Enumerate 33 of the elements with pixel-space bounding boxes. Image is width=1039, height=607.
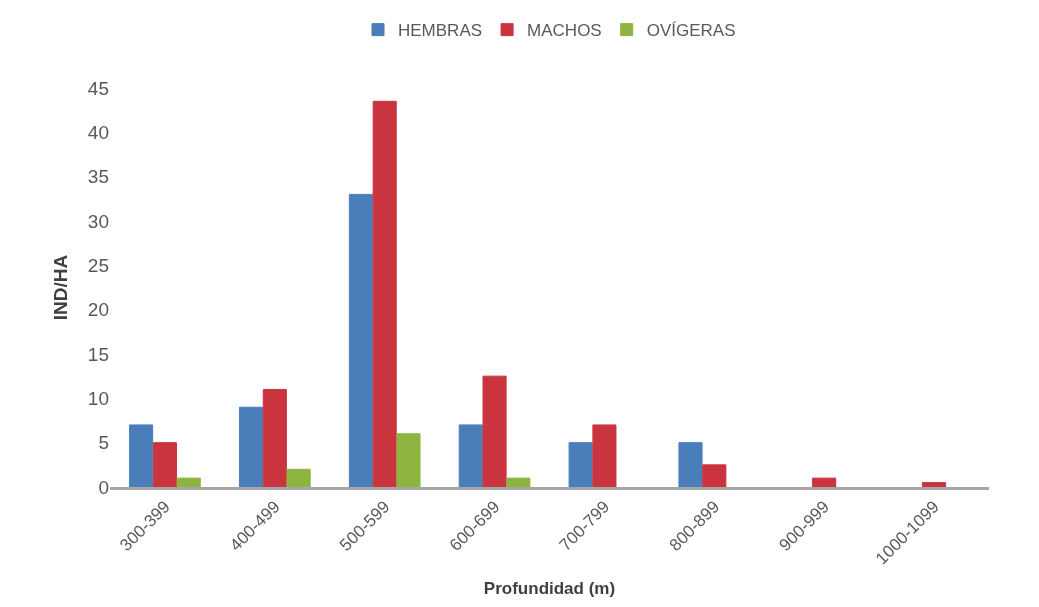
y-tick-label: 5: [98, 432, 109, 454]
y-tick-label: 0: [98, 476, 109, 498]
bar: [176, 477, 201, 487]
y-tick-label: 20: [87, 299, 109, 321]
bar: [458, 424, 483, 487]
bar: [506, 477, 531, 487]
y-tick-label: 30: [87, 210, 109, 232]
bar: [702, 464, 727, 487]
legend-label: MACHOS: [527, 21, 602, 41]
y-tick-label: 10: [87, 387, 109, 409]
bar: [238, 406, 264, 487]
bar: [129, 424, 154, 487]
bar: [568, 442, 593, 487]
bar: [262, 388, 287, 487]
bar: [678, 442, 703, 487]
bar: [592, 424, 617, 487]
y-tick-label: 35: [87, 166, 109, 188]
y-tick-label: 15: [87, 343, 109, 365]
bar: [812, 477, 837, 487]
y-tick-label: 25: [87, 254, 109, 276]
bar: [286, 468, 311, 487]
y-tick-label: 45: [87, 77, 109, 99]
legend-label: HEMBRAS: [398, 21, 483, 41]
bar: [152, 442, 177, 487]
x-axis-title: Profundidad (m): [483, 578, 616, 598]
bar: [372, 100, 397, 487]
y-axis-title: IND/HA: [49, 254, 71, 321]
y-tick-label: 40: [87, 121, 109, 143]
legend-label: OVÍGERAS: [646, 21, 736, 41]
bar: [482, 375, 507, 487]
bar: [348, 193, 373, 487]
bar: [922, 482, 947, 487]
bar: [396, 433, 421, 487]
